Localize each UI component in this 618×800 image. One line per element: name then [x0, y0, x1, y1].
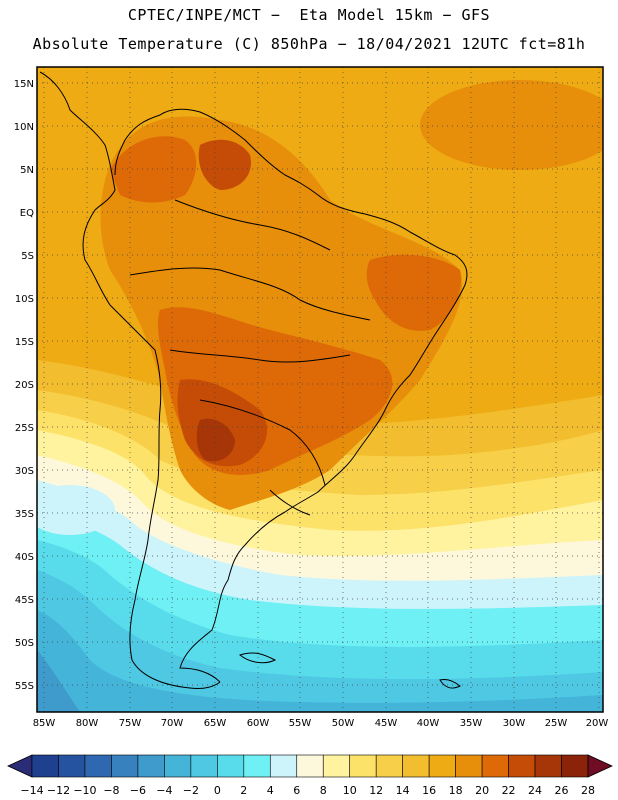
colorbar-swatch — [561, 754, 589, 778]
colorbar-tick-label: 8 — [320, 784, 327, 797]
colorbar-tick-label: 4 — [267, 784, 274, 797]
lat-label: 15N — [14, 79, 34, 90]
lat-label: 25S — [15, 423, 34, 434]
colorbar-tick-label: 24 — [528, 784, 542, 797]
coastlines — [39, 71, 468, 689]
colorbar-tick-label: 12 — [369, 784, 383, 797]
map-frame — [36, 66, 604, 713]
colorbar-tick-label: 14 — [396, 784, 410, 797]
colorbar-tick-label: −4 — [156, 784, 172, 797]
lon-label: 60W — [247, 718, 270, 729]
lat-label: 20S — [15, 380, 34, 391]
lon-label: 85W — [33, 718, 56, 729]
lon-label: 50W — [332, 718, 355, 729]
lon-label: 40W — [417, 718, 440, 729]
colorbar-tick-label: 6 — [293, 784, 300, 797]
colorbar-swatch — [322, 754, 351, 778]
lon-label: 75W — [119, 718, 142, 729]
lon-label: 70W — [161, 718, 184, 729]
colorbar-tick-label: 26 — [555, 784, 569, 797]
colorbar-tick-label: 18 — [449, 784, 463, 797]
longitude-labels: 85W 80W 75W 70W 65W 60W 55W 50W 45W 40W … — [33, 718, 609, 729]
lon-label: 25W — [545, 718, 568, 729]
lat-label: 10S — [15, 294, 34, 305]
colorbar-swatch — [243, 754, 271, 778]
colorbar-low-end — [7, 754, 33, 778]
colorbar-tick-label: −8 — [103, 784, 119, 797]
lat-label: 55S — [15, 681, 34, 692]
lat-label: 5S — [21, 251, 34, 262]
colorbar-swatch — [111, 754, 139, 778]
temperature-field — [37, 67, 603, 712]
lat-label: 10N — [14, 122, 34, 133]
colorbar-tick-label: 20 — [475, 784, 489, 797]
lat-label: 45S — [15, 595, 34, 606]
lon-label: 30W — [503, 718, 526, 729]
colorbar-tick-label: 22 — [502, 784, 516, 797]
colorbar-tick-label: 16 — [422, 784, 436, 797]
lat-label: 5N — [20, 165, 34, 176]
lat-label: 35S — [15, 509, 34, 520]
colorbar-tick-label: −12 — [47, 784, 70, 797]
colorbar-swatch — [534, 754, 562, 778]
colorbar-tick-label: 28 — [581, 784, 595, 797]
colorbar-swatch — [375, 754, 403, 778]
colorbar-tick-label: −6 — [130, 784, 146, 797]
colorbar-swatch — [164, 754, 192, 778]
lat-label: EQ — [20, 208, 34, 219]
lat-label: 40S — [15, 552, 34, 563]
lon-label: 35W — [460, 718, 483, 729]
colorbar-swatch — [455, 754, 483, 778]
colorbar-swatch — [137, 754, 165, 778]
colorbar-tick-label: 10 — [343, 784, 357, 797]
colorbar-swatch — [402, 754, 430, 778]
lat-label: 15S — [15, 337, 34, 348]
colorbar-tick-label: −10 — [73, 784, 96, 797]
colorbar-high-end — [587, 754, 613, 778]
colorbar-swatch — [31, 754, 59, 778]
colorbar-swatch — [296, 754, 324, 778]
colorbar-tick-label: 2 — [240, 784, 247, 797]
lat-label: 50S — [15, 638, 34, 649]
colorbar-swatch — [508, 754, 536, 778]
lon-label: 55W — [289, 718, 312, 729]
title-line-2: Absolute Temperature (C) 850hPa − 18/04/… — [32, 35, 586, 53]
colorbar: −14 −12 −10 −8 −6 −4 −2 0 2 4 6 8 10 12 14 16 18 20 22 24 26… — [7, 754, 613, 797]
colorbar-swatch — [481, 754, 509, 778]
colorbar-swatch — [84, 754, 112, 778]
colorbar-tick-label: −2 — [183, 784, 199, 797]
colorbar-swatch — [428, 754, 456, 778]
colorbar-swatch — [217, 754, 245, 778]
lon-label: 20W — [586, 718, 609, 729]
colorbar-swatch — [190, 754, 218, 778]
lon-label: 80W — [76, 718, 99, 729]
colorbar-swatch — [58, 754, 86, 778]
colorbar-swatch — [269, 754, 298, 778]
colorbar-tick-label: −14 — [20, 784, 43, 797]
lon-label: 65W — [204, 718, 227, 729]
lon-label: 45W — [375, 718, 398, 729]
lat-label: 30S — [15, 466, 34, 477]
title-line-1: CPTEC/INPE/MCT − Eta Model 15km − GFS — [127, 6, 491, 24]
latitude-labels: 15N 10N 5N EQ 5S 10S 15S 20S 25S 30S 35S… — [14, 79, 34, 692]
colorbar-swatch — [349, 754, 377, 778]
colorbar-tick-label: 0 — [214, 784, 221, 797]
